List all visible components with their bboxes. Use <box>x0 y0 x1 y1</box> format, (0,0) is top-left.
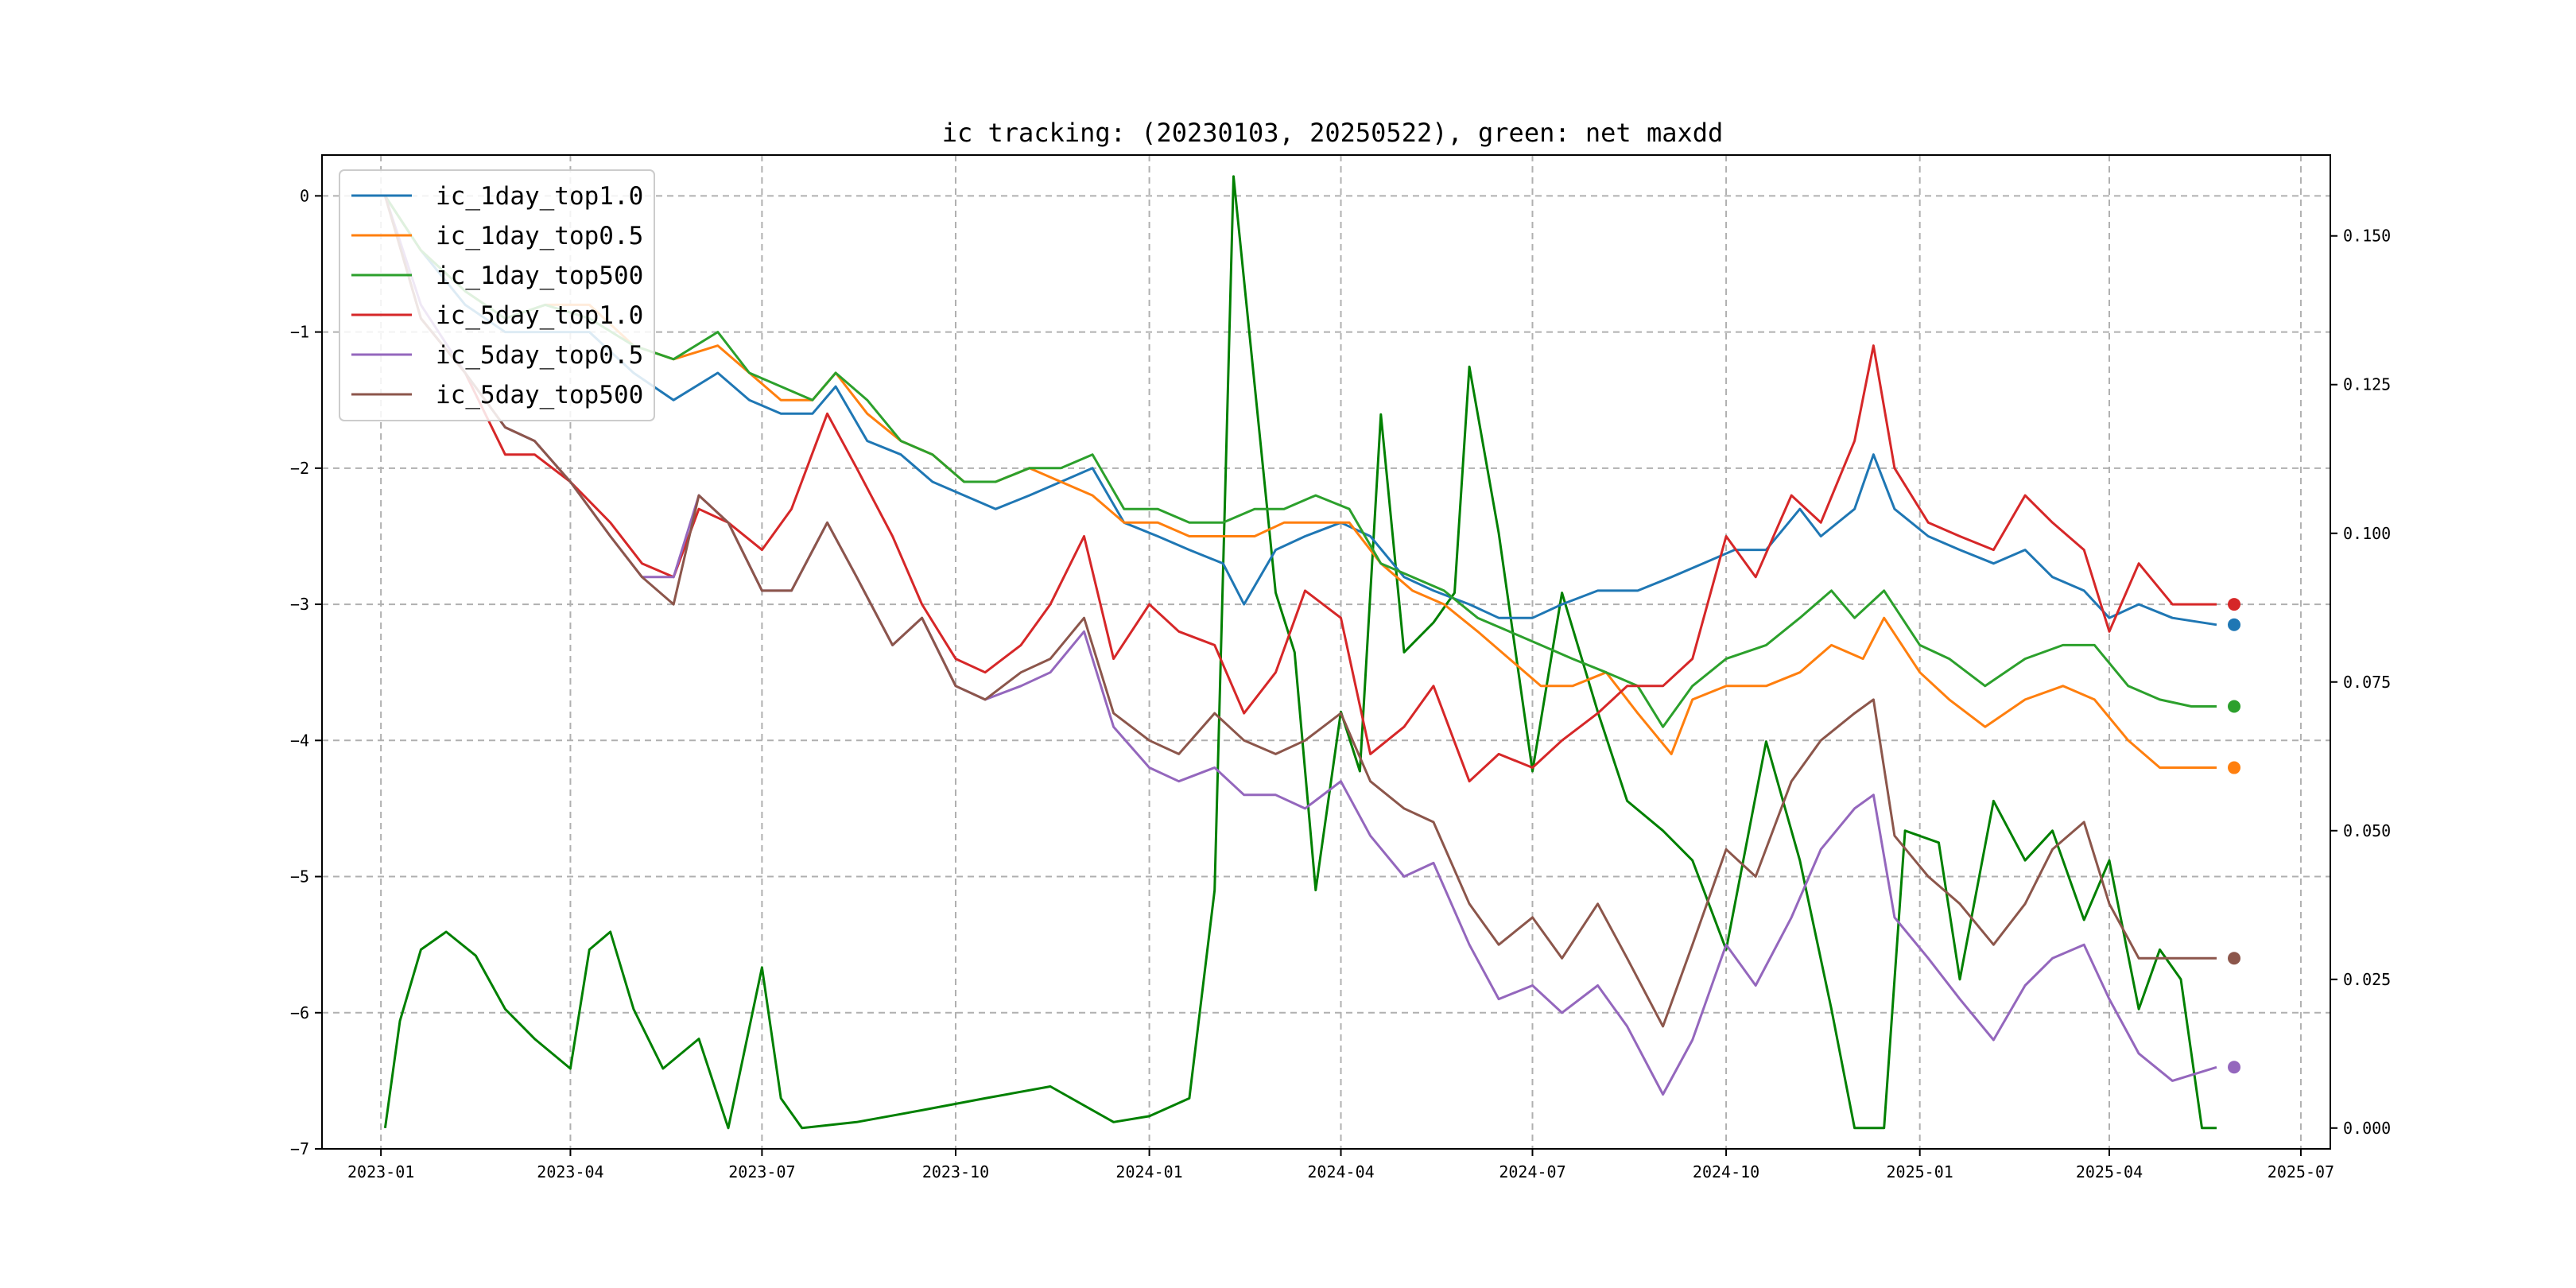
y-left-tick-label: −4 <box>290 731 309 750</box>
y-right-tick-label: 0.000 <box>2343 1119 2391 1138</box>
legend-label: ic_1day_top500 <box>436 262 643 290</box>
y-right-tick-label: 0.050 <box>2343 821 2391 840</box>
x-tick-label: 2023-07 <box>728 1162 795 1181</box>
legend: ic_1day_top1.0 ic_1day_top0.5 ic_1day_top5… <box>339 169 655 421</box>
series-end-marker <box>2228 618 2241 631</box>
y-left-tick-label: −5 <box>290 867 309 886</box>
x-tick-label: 2023-04 <box>537 1162 603 1181</box>
x-tick-label: 2024-07 <box>1499 1162 1565 1181</box>
series-line-net-maxdd <box>383 175 2217 1130</box>
series-end-marker <box>2228 598 2241 611</box>
y-axis-left: 0 −1 −2 −3 −4 −5 −6 −7 <box>290 186 322 1158</box>
series-end-marker <box>2228 761 2241 774</box>
series-line-ic_5day_top1.0 <box>383 195 2217 783</box>
x-tick-label: 2023-10 <box>922 1162 989 1181</box>
plot-frame <box>321 154 2331 1150</box>
x-tick-label: 2023-01 <box>347 1162 414 1181</box>
y-left-tick-label: −6 <box>290 1003 309 1022</box>
y-right-tick-label: 0.075 <box>2343 673 2391 692</box>
y-right-tick-label: 0.150 <box>2343 227 2391 246</box>
x-tick-label: 2024-04 <box>1307 1162 1374 1181</box>
y-left-tick-label: −3 <box>290 595 309 614</box>
x-tick-label: 2025-04 <box>2076 1162 2143 1181</box>
y-right-tick-label: 0.025 <box>2343 970 2391 989</box>
x-tick-label: 2024-10 <box>1693 1162 1759 1181</box>
series-line-ic_5day_top500 <box>383 195 2217 1028</box>
x-tick-label: 2025-01 <box>1887 1162 1953 1181</box>
legend-label: ic_5day_top1.0 <box>436 301 643 330</box>
y-right-tick-label: 0.100 <box>2343 524 2391 543</box>
y-left-tick-label: −2 <box>290 459 309 478</box>
legend-label: ic_5day_top0.5 <box>436 341 643 370</box>
y-left-tick-label: −7 <box>290 1139 309 1158</box>
x-tick-label: 2025-07 <box>2268 1162 2334 1181</box>
series-end-marker <box>2228 700 2241 713</box>
series-end-marker <box>2228 952 2241 965</box>
y-left-tick-label: 0 <box>300 186 309 205</box>
y-left-tick-label: −1 <box>290 323 309 342</box>
y-axis-right: 0.000 0.025 0.050 0.075 0.100 0.125 0.150 <box>2330 227 2391 1138</box>
chart-title: ic tracking: (20230103, 20250522), green… <box>942 118 1724 148</box>
legend-label: ic_5day_top500 <box>436 381 643 409</box>
legend-box <box>339 169 655 421</box>
x-tick-label: 2024-01 <box>1115 1162 1182 1181</box>
series-line-ic_1day_top0.5 <box>384 195 2217 769</box>
x-axis: 2023-01 2023-04 2023-07 2023-10 2024-01 2024-… <box>347 1149 2334 1181</box>
y-right-tick-label: 0.125 <box>2343 375 2391 394</box>
series-line-ic_1day_top500 <box>384 195 2217 728</box>
series-lines <box>383 175 2217 1130</box>
end-markers <box>2228 598 2241 1074</box>
series-end-marker <box>2228 1061 2241 1074</box>
legend-label: ic_1day_top1.0 <box>436 182 643 211</box>
legend-label: ic_1day_top0.5 <box>436 222 643 250</box>
